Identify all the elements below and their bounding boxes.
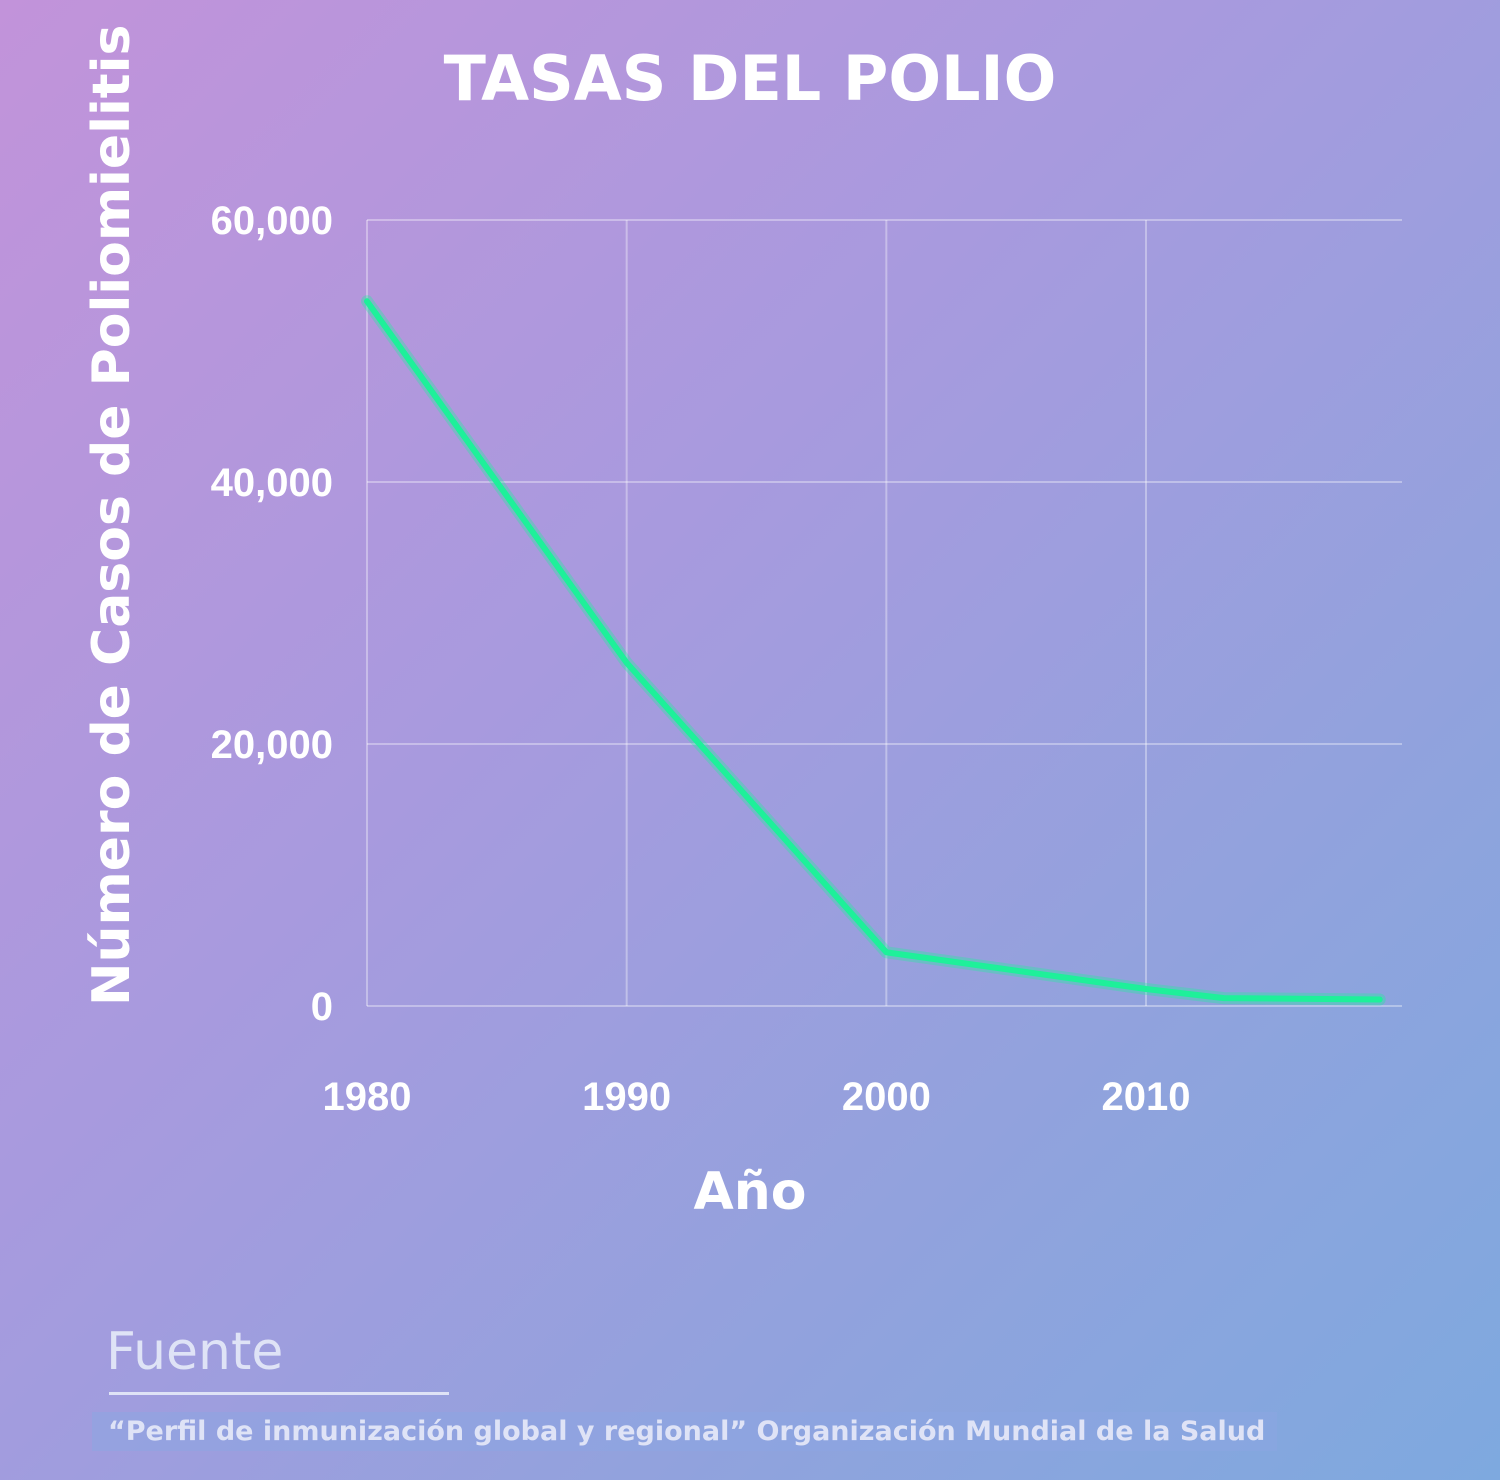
series-line-glow — [361, 295, 1386, 1006]
source-heading: Fuente — [106, 1322, 284, 1382]
series-line — [364, 298, 1383, 1003]
x-tick-label: 2000 — [842, 1075, 931, 1119]
source-citation: “Perfil de inmunización global y regiona… — [92, 1412, 1278, 1451]
y-tick-labels: 0 20,000 40,000 60,000 — [211, 199, 333, 1029]
y-tick-label: 40,000 — [211, 461, 333, 505]
x-tick-labels: 1980 1990 2000 2010 — [323, 1075, 1191, 1119]
y-tick-label: 60,000 — [211, 199, 333, 243]
series-layer — [361, 295, 1386, 1006]
x-tick-label: 2010 — [1102, 1075, 1191, 1119]
y-tick-label: 20,000 — [211, 723, 333, 767]
x-tick-label: 1980 — [323, 1075, 412, 1119]
y-tick-label: 0 — [311, 985, 333, 1029]
x-axis-label: Año — [693, 1162, 807, 1222]
source-divider — [109, 1392, 449, 1395]
chart-title: TASAS DEL POLIO — [443, 42, 1057, 115]
grid — [366, 219, 1402, 1007]
x-tick-label: 1990 — [582, 1075, 671, 1119]
